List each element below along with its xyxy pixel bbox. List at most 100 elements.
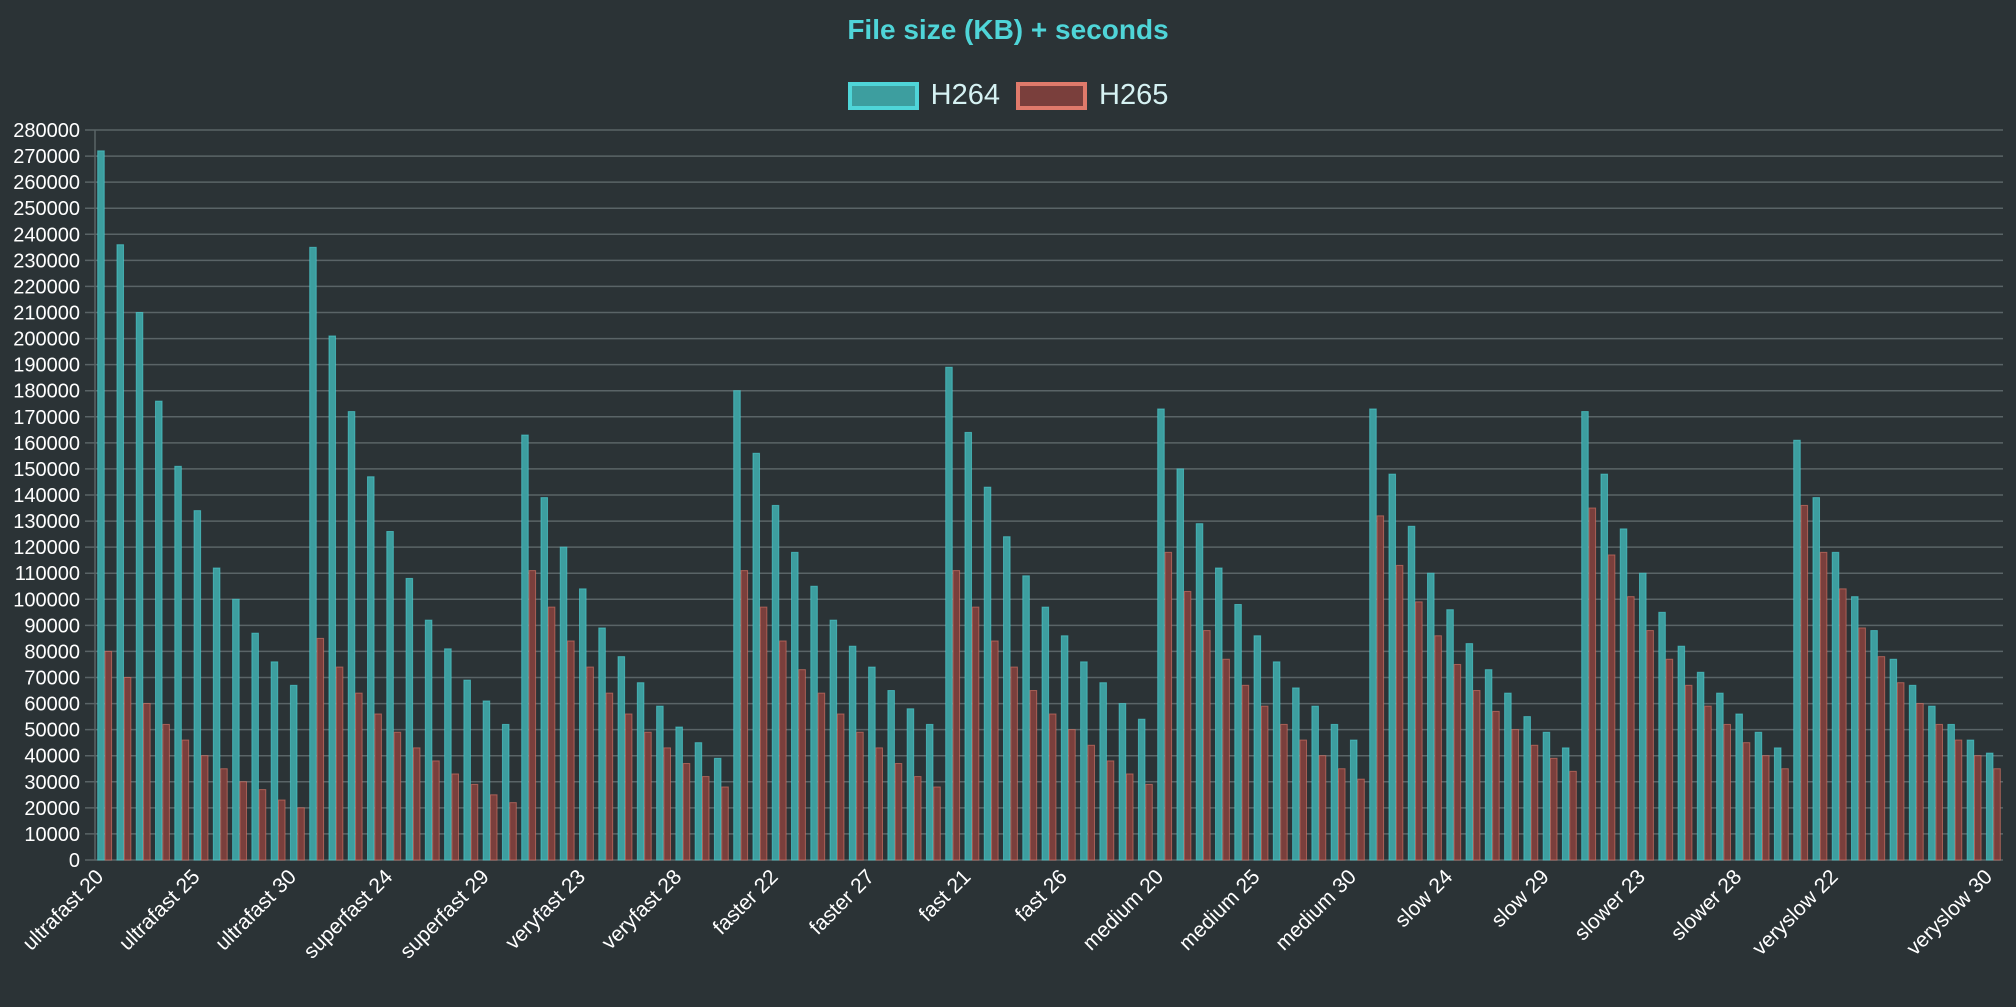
bar-h264: [887, 690, 895, 861]
y-tick-label: 50000: [24, 720, 80, 742]
x-tick-label: ultrafast 30: [211, 865, 301, 955]
bar-h264: [251, 632, 259, 861]
bar-h264: [1311, 705, 1319, 861]
bar-h265: [1569, 770, 1577, 861]
bar-h264: [559, 546, 568, 861]
y-tick-label: 180000: [13, 381, 80, 403]
bar-h264: [733, 390, 741, 861]
bar-h265: [1164, 551, 1173, 861]
bar-h265: [1761, 755, 1770, 861]
bar-h264: [367, 476, 375, 861]
bar-h264: [1060, 635, 1069, 861]
bar-h264: [1773, 747, 1782, 861]
bar-h264: [1581, 411, 1589, 861]
bar-h265: [1125, 773, 1134, 861]
bar-h265: [297, 807, 305, 861]
bar-h265: [1800, 504, 1809, 861]
bar-h264: [424, 619, 433, 861]
bar-h264: [1542, 731, 1551, 861]
bar-h265: [1530, 744, 1539, 861]
bar-h264: [97, 150, 105, 861]
bar-h264: [656, 705, 664, 861]
bar-h264: [1369, 408, 1377, 861]
bar-h265: [528, 570, 537, 861]
bar-h264: [135, 312, 144, 861]
bar-h264: [1195, 523, 1204, 861]
bar-h264: [1349, 739, 1358, 861]
bar-h265: [1819, 551, 1828, 861]
bar-h265: [239, 781, 247, 861]
bar-h265: [451, 773, 459, 861]
bar-h264: [232, 598, 240, 861]
bar-h264: [1523, 716, 1531, 861]
bar-h265: [1607, 554, 1616, 861]
bar-h264: [1812, 497, 1821, 861]
bar-h264: [386, 531, 394, 861]
bar-h264: [1504, 692, 1512, 861]
bar-h264: [868, 666, 876, 861]
bar-h264: [1600, 473, 1609, 861]
y-tick-label: 70000: [24, 668, 80, 690]
bar-h265: [1453, 663, 1462, 861]
bar-h265: [1742, 742, 1751, 861]
bar-h265: [1839, 588, 1847, 861]
bar-h265: [1588, 507, 1597, 861]
bar-h264: [579, 588, 587, 861]
bar-h264: [1966, 739, 1975, 861]
bar-h265: [1704, 705, 1712, 861]
bar-h264: [405, 577, 414, 861]
y-tick-label: 280000: [13, 120, 80, 142]
x-tick-label: veryfast 23: [501, 865, 590, 954]
bar-h265: [663, 747, 671, 861]
bar-h265: [200, 755, 209, 861]
bar-h264: [1099, 682, 1107, 861]
y-tick-label: 170000: [13, 407, 80, 429]
legend-swatch-h265: [1016, 81, 1087, 110]
x-tick-label: slow 24: [1391, 865, 1458, 932]
bar-h264: [155, 400, 163, 861]
x-tick-label: medium 30: [1271, 865, 1361, 955]
bar-h265: [586, 666, 594, 861]
bar-h264: [328, 335, 337, 861]
bar-h264: [1118, 703, 1127, 861]
legend-item-h264[interactable]: H264: [847, 79, 1000, 112]
bar-h264: [463, 679, 471, 861]
bar-h265: [470, 783, 479, 861]
bar-h264: [1619, 528, 1628, 861]
y-tick-label: 120000: [13, 537, 80, 559]
bar-h265: [123, 677, 132, 861]
bar-h265: [567, 640, 575, 861]
bar-h265: [1376, 515, 1385, 861]
bar-h264: [1793, 439, 1801, 861]
bar-h265: [779, 640, 787, 861]
bar-h264: [1889, 658, 1898, 861]
bar-h265: [913, 776, 922, 861]
bar-h264: [1388, 473, 1397, 861]
bar-h265: [547, 606, 556, 861]
bar-h264: [945, 366, 953, 861]
bar-h264: [1157, 408, 1165, 861]
y-tick-label: 90000: [24, 615, 80, 637]
legend-item-h265[interactable]: H265: [1016, 79, 1168, 112]
x-tick-label: ultrafast 20: [18, 865, 108, 955]
bar-h265: [220, 768, 228, 861]
bar-h265: [1241, 684, 1250, 861]
bar-h265: [1280, 723, 1288, 861]
legend-label-h265: H265: [1099, 79, 1169, 111]
x-tick-label: medium 20: [1078, 865, 1168, 955]
bar-h265: [624, 713, 633, 861]
bar-h265: [1415, 601, 1423, 861]
y-tick-label: 210000: [13, 303, 80, 325]
bar-h265: [971, 606, 980, 861]
y-tick-label: 10000: [24, 824, 80, 846]
bar-h265: [836, 713, 845, 861]
bar-h265: [740, 570, 749, 861]
y-tick-label: 150000: [13, 459, 80, 481]
bar-h264: [193, 510, 202, 861]
bar-h265: [258, 789, 267, 861]
bar-h264: [1696, 671, 1705, 861]
x-tick-label: slower 28: [1667, 865, 1747, 945]
bar-h264: [829, 619, 838, 861]
y-tick-label: 270000: [13, 146, 80, 168]
y-tick-label: 100000: [13, 589, 80, 611]
